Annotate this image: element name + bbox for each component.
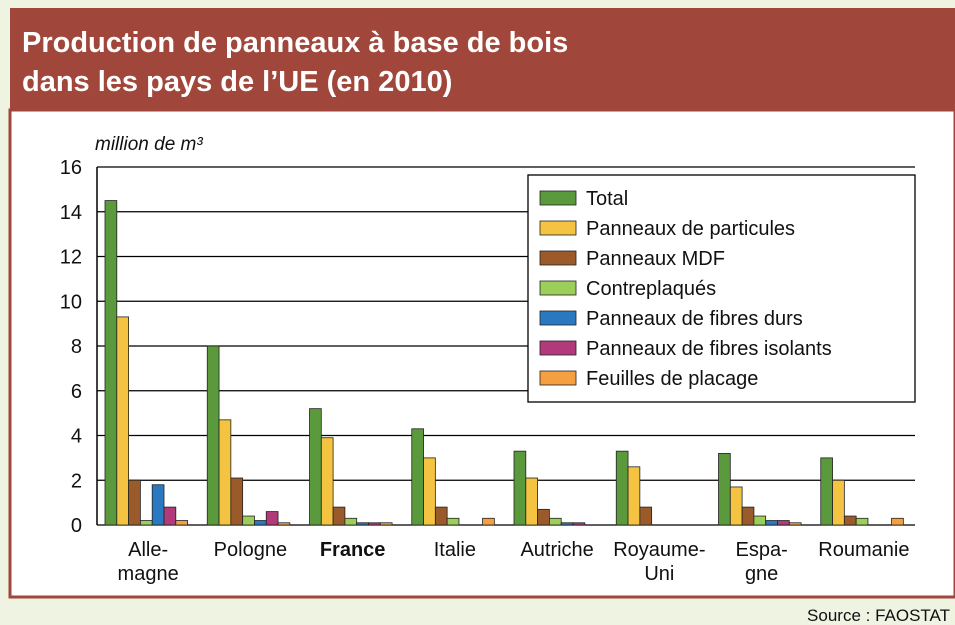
y-tick-label: 0 — [71, 515, 82, 537]
bar — [560, 522, 574, 526]
legend-swatch — [539, 220, 577, 236]
legend-label: Feuilles de placage — [586, 368, 758, 390]
bar — [788, 522, 802, 526]
bar — [537, 508, 550, 526]
bar — [572, 522, 586, 526]
bar — [855, 517, 869, 526]
legend-label: Panneaux de particules — [586, 218, 795, 240]
x-tick-label: Italie — [434, 539, 476, 561]
bar — [741, 506, 755, 526]
y-tick-label: 4 — [71, 426, 82, 448]
bar — [368, 522, 381, 526]
legend-swatch — [539, 340, 577, 356]
bar — [104, 200, 118, 526]
source: Source : FAOSTAT — [807, 606, 950, 625]
bar — [320, 437, 334, 526]
bar — [277, 522, 291, 526]
x-tick-label: Pologne — [214, 539, 287, 561]
chart-title: Production de panneaux à base de bois — [22, 27, 568, 59]
bar — [482, 517, 495, 526]
bar — [139, 520, 153, 526]
legend-label: Panneaux de fibres durs — [586, 308, 803, 330]
bar — [309, 408, 322, 526]
x-tick-label: Espa-gne — [736, 539, 788, 585]
bar — [434, 506, 448, 526]
legend-label: Panneaux MDF — [586, 248, 725, 270]
y-tick-label: 10 — [60, 291, 82, 313]
legend-swatch — [539, 370, 577, 386]
legend-box — [527, 174, 916, 403]
bar — [627, 466, 641, 526]
bar — [218, 419, 232, 526]
bar — [411, 428, 424, 526]
y-tick-label: 16 — [60, 157, 82, 179]
bar — [344, 517, 358, 526]
bar — [116, 316, 130, 526]
bar — [718, 452, 731, 526]
bar — [151, 484, 165, 526]
bar — [128, 479, 141, 526]
y-tick-label: 8 — [71, 336, 82, 358]
bar — [332, 506, 346, 526]
bar — [549, 517, 562, 526]
bar — [163, 506, 177, 526]
bar — [265, 511, 279, 526]
bar — [639, 506, 653, 526]
x-tick-label: Alle-magne — [118, 539, 179, 585]
x-tick-label: Autriche — [520, 539, 593, 561]
legend-swatch — [539, 190, 577, 206]
bar — [765, 520, 778, 526]
bar — [175, 520, 189, 526]
y-tick-label: 2 — [71, 470, 82, 492]
chart-title: dans les pays de l’UE (en 2010) — [22, 66, 452, 98]
y-axis-label: million de m³ — [95, 134, 203, 155]
bar — [206, 345, 220, 526]
x-tick-label: Royaume-Uni — [613, 539, 705, 585]
bar — [525, 477, 538, 526]
bar — [379, 522, 393, 526]
bar — [753, 515, 767, 526]
x-tick-label: Roumanie — [818, 539, 909, 561]
y-tick-label: 12 — [60, 247, 82, 269]
legend-label: Total — [586, 188, 628, 210]
bar — [843, 515, 857, 526]
legend-label: Contreplaqués — [586, 278, 716, 300]
bar — [615, 450, 629, 526]
bar — [230, 477, 244, 526]
y-tick-label: 14 — [60, 202, 82, 224]
bar — [820, 457, 833, 526]
bar — [729, 486, 743, 526]
bar — [777, 520, 790, 526]
bar — [242, 515, 255, 526]
y-tick-label: 6 — [71, 381, 82, 403]
x-tick-label: France — [320, 539, 386, 561]
bar — [423, 457, 436, 526]
bar — [891, 517, 904, 526]
legend-swatch — [539, 310, 577, 326]
bar — [513, 450, 527, 526]
bar — [832, 479, 845, 526]
bar — [446, 517, 460, 526]
legend-swatch — [539, 250, 577, 266]
header — [10, 8, 955, 110]
bar — [356, 522, 369, 526]
legend-label: Panneaux de fibres isolants — [586, 338, 832, 360]
bar — [254, 520, 267, 526]
legend-swatch — [539, 280, 577, 296]
